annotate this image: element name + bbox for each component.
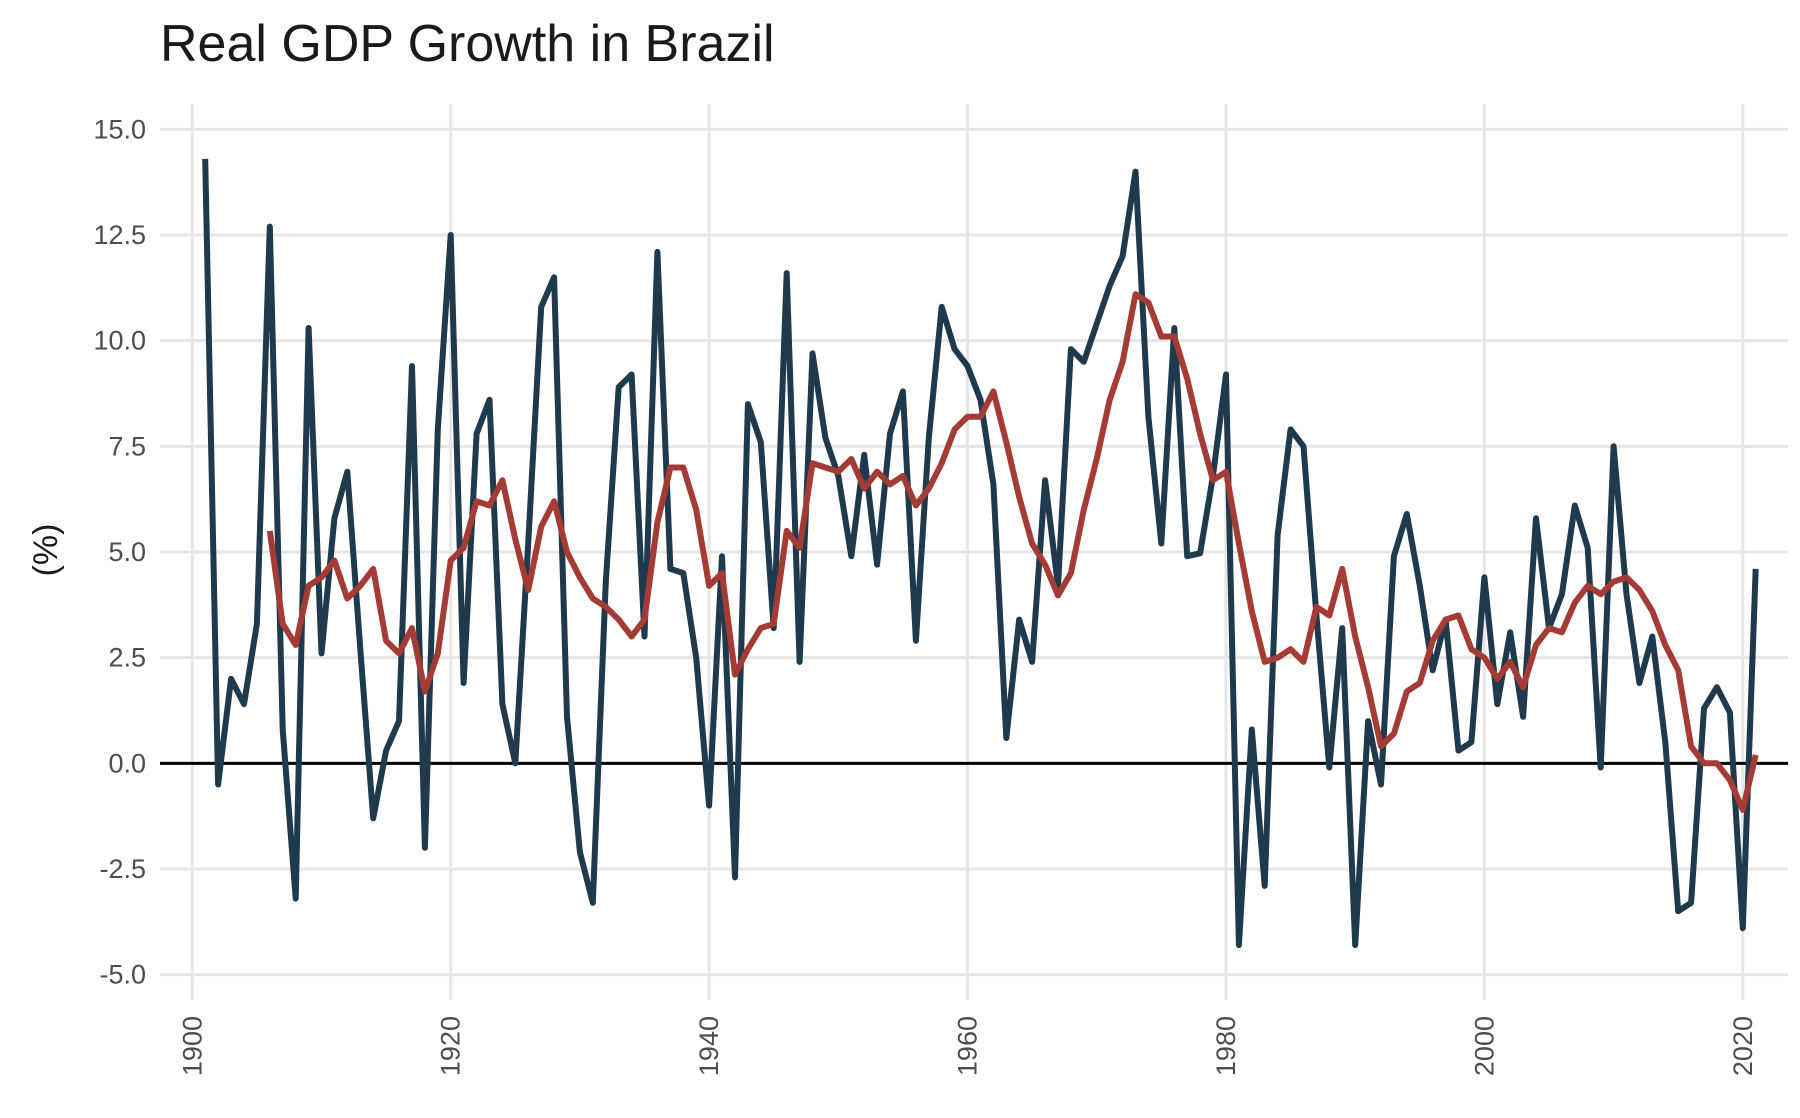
y-tick-label: -5.0 [99, 960, 146, 990]
x-tick-label: 1940 [694, 1016, 724, 1076]
x-tick-label: 1920 [436, 1016, 466, 1076]
y-tick-label: 12.5 [93, 220, 146, 250]
x-tick-label: 1960 [953, 1016, 983, 1076]
y-tick-label: -2.5 [99, 854, 146, 884]
y-tick-label: 15.0 [93, 114, 146, 144]
y-tick-label: 10.0 [93, 326, 146, 356]
y-tick-label: 0.0 [108, 748, 146, 778]
series-line-2 [266, 291, 1759, 813]
series-line-1 [202, 158, 1759, 949]
x-tick-label: 2020 [1728, 1016, 1758, 1076]
x-tick-label: 1900 [177, 1016, 207, 1076]
y-tick-label: 5.0 [108, 537, 146, 567]
x-tick-label: 1980 [1211, 1016, 1241, 1076]
y-tick-label: 2.5 [108, 643, 146, 673]
x-tick-label: 2000 [1469, 1016, 1499, 1076]
chart-title: Real GDP Growth in Brazil [160, 15, 775, 73]
y-tick-label: 7.5 [108, 431, 146, 461]
y-axis-title: (%) [27, 524, 65, 577]
